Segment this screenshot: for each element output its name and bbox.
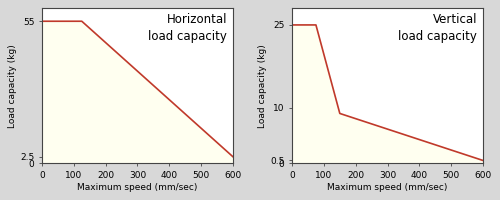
Polygon shape xyxy=(42,21,233,163)
Y-axis label: Load capacity (kg): Load capacity (kg) xyxy=(258,44,268,128)
Y-axis label: Load capacity (kg): Load capacity (kg) xyxy=(8,44,18,128)
X-axis label: Maximum speed (mm/sec): Maximum speed (mm/sec) xyxy=(328,183,448,192)
X-axis label: Maximum speed (mm/sec): Maximum speed (mm/sec) xyxy=(78,183,198,192)
Text: Vertical
load capacity: Vertical load capacity xyxy=(398,13,477,43)
Polygon shape xyxy=(292,25,483,163)
Text: Horizontal
load capacity: Horizontal load capacity xyxy=(148,13,227,43)
